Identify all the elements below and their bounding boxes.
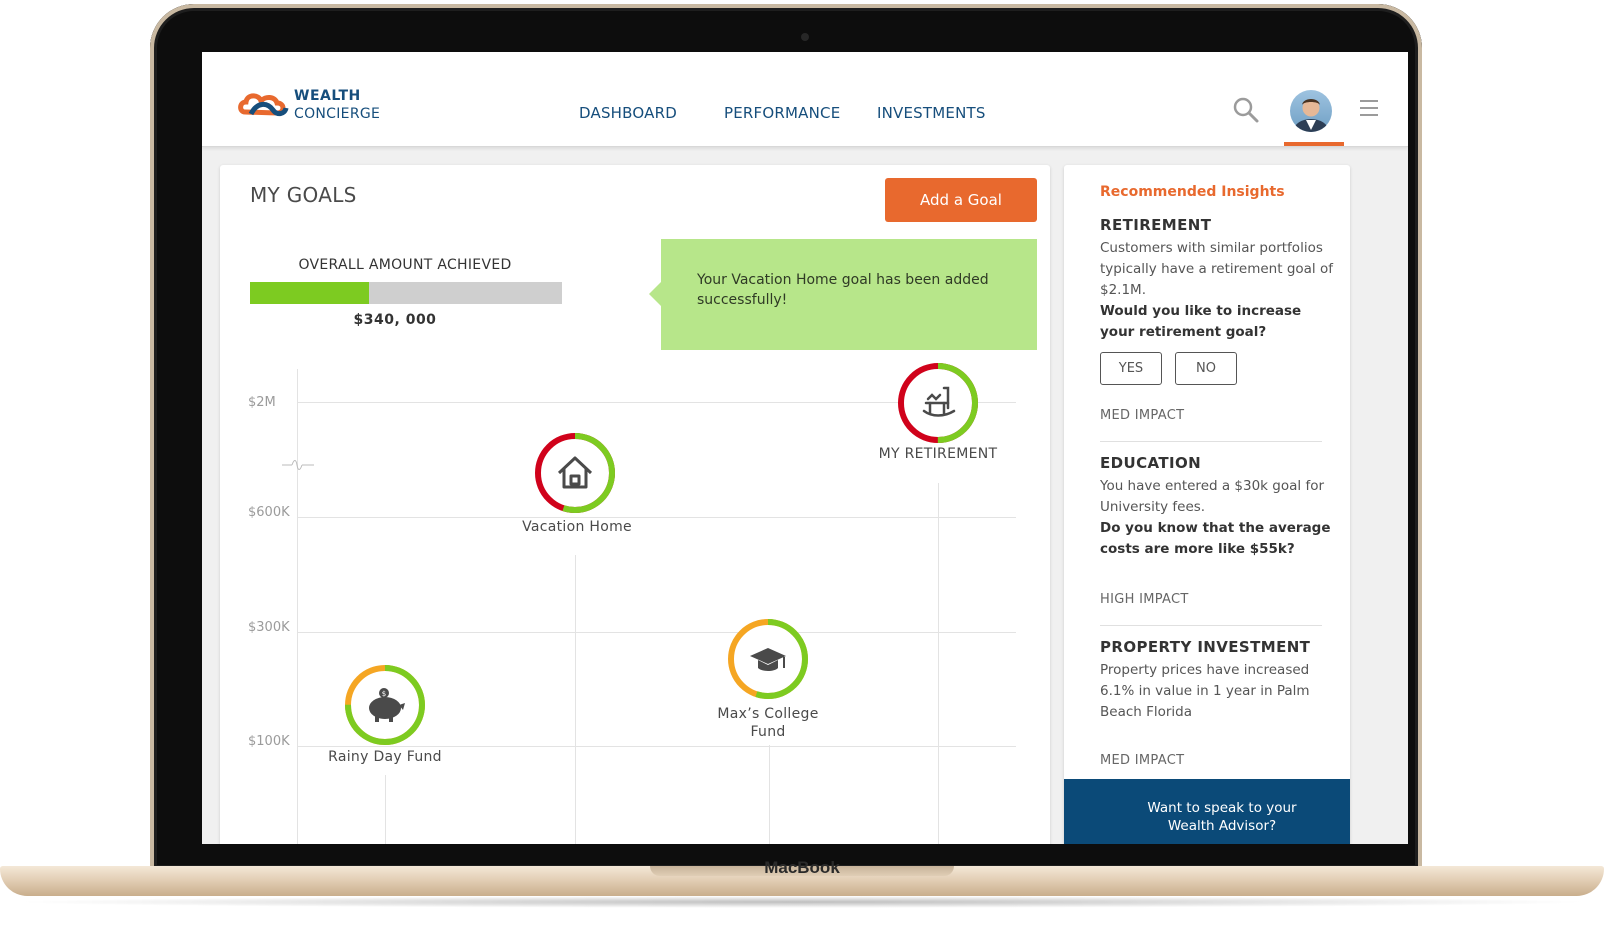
top-header: WEALTH CONCIERGE DASHBOARD PERFORMANCE I… [202, 52, 1408, 147]
insight-education-body: You have entered a $30k goal for Univers… [1100, 478, 1325, 515]
advisor-line-1: Want to speak to your [1147, 800, 1297, 816]
goal-rainy-day-fund[interactable]: $ [343, 663, 427, 747]
ring-progress [898, 363, 978, 443]
goal-college-fund[interactable] [726, 617, 810, 701]
search-icon[interactable] [1232, 96, 1260, 124]
insight-education: EDUCATION You have entered a $30k goal f… [1100, 454, 1336, 560]
grid-drop-rainy [385, 775, 386, 844]
rocking-chair-icon [922, 386, 956, 417]
success-toast: Your Vacation Home goal has been added s… [649, 239, 1037, 350]
insight-retirement-title: RETIREMENT [1100, 216, 1212, 234]
logo-text-concierge: CONCIERGE [294, 106, 381, 122]
graduation-cap-icon [750, 648, 786, 671]
yes-button[interactable]: YES [1100, 352, 1162, 385]
house-icon [557, 456, 593, 489]
grid-drop-vacation [575, 555, 576, 844]
hamburger-menu-icon[interactable] [1360, 98, 1382, 120]
y-axis-line [297, 369, 298, 844]
goal-label-rainy-day-fund: Rainy Day Fund [328, 749, 442, 765]
insight-divider [1100, 625, 1322, 626]
y-tick-100k: $100K [248, 734, 290, 749]
grid-drop-college [769, 745, 770, 844]
user-avatar[interactable] [1290, 90, 1332, 132]
y-tick-300k: $300K [248, 620, 290, 635]
insight-retirement-body: Customers with similar portfolios typica… [1100, 240, 1333, 298]
goal-vacation-home[interactable] [533, 431, 617, 515]
grid-line-2m [297, 402, 1016, 403]
insight-retirement: RETIREMENT Customers with similar portfo… [1100, 216, 1336, 343]
svg-text:$: $ [382, 690, 386, 698]
add-goal-button[interactable]: Add a Goal [885, 178, 1037, 222]
grid-line-600k [297, 517, 1016, 518]
ring-progress [345, 665, 425, 745]
nav-dashboard[interactable]: DASHBOARD [579, 104, 677, 122]
impact-education: HIGH IMPACT [1100, 592, 1189, 607]
overall-progress-fill [250, 282, 369, 304]
advisor-banner-text: Want to speak to your Wealth Advisor? [1064, 799, 1350, 835]
cloud-logo-icon [238, 93, 289, 117]
goal-label-my-retirement: MY RETIREMENT [878, 446, 998, 462]
ring-progress [535, 433, 615, 513]
impact-property: MED IMPACT [1100, 753, 1185, 768]
goals-chart: $2M $600K $300K $100K [220, 355, 1050, 844]
grid-line-300k [297, 632, 1016, 633]
my-goals-title: MY GOALS [250, 183, 357, 207]
goal-my-retirement[interactable] [896, 361, 980, 445]
overall-amount-value: $340, 000 [353, 312, 437, 328]
nav-investments[interactable]: INVESTMENTS [877, 104, 986, 122]
app-screen: WEALTH CONCIERGE DASHBOARD PERFORMANCE I… [202, 52, 1408, 844]
insights-heading: Recommended Insights [1100, 184, 1285, 200]
overall-progress-bar [250, 282, 562, 304]
toast-pointer [649, 282, 661, 306]
recommended-insights-card: Recommended Insights RETIREMENT Customer… [1064, 165, 1350, 844]
camera-dot [801, 33, 809, 41]
insight-divider [1100, 441, 1322, 442]
toast-message: Your Vacation Home goal has been added s… [697, 272, 989, 308]
speak-to-advisor-banner[interactable]: Want to speak to your Wealth Advisor? [1064, 779, 1350, 844]
grid-drop-retirement [938, 483, 939, 844]
goal-label-college-fund: Max’s College Fund [717, 706, 819, 740]
laptop-shadow [10, 896, 1594, 908]
insight-property-title: PROPERTY INVESTMENT [1100, 638, 1311, 656]
insight-education-title: EDUCATION [1100, 454, 1202, 472]
avatar-active-indicator [1284, 142, 1344, 146]
piggy-bank-icon: $ [369, 688, 405, 722]
no-button[interactable]: NO [1175, 352, 1237, 385]
insight-property: PROPERTY INVESTMENT Property prices have… [1100, 638, 1336, 723]
axis-break-icon [282, 460, 314, 470]
ring-progress [728, 619, 808, 699]
overall-amount-label: OVERALL AMOUNT ACHIEVED [298, 257, 512, 273]
insight-property-body: Property prices have increased 6.1% in v… [1100, 662, 1310, 720]
y-tick-2m: $2M [248, 395, 276, 410]
my-goals-card: MY GOALS Add a Goal OVERALL AMOUNT ACHIE… [220, 165, 1050, 844]
avatar-portrait [1294, 99, 1328, 132]
grid-line-100k [297, 746, 1016, 747]
device-brand-label: MacBook [764, 858, 840, 877]
y-tick-600k: $600K [248, 505, 290, 520]
insight-retirement-question: Would you like to increase your retireme… [1100, 303, 1302, 340]
laptop-base [0, 866, 1604, 896]
logo-text-wealth: WEALTH [294, 88, 361, 104]
goal-label-vacation-home: Vacation Home [522, 519, 632, 535]
laptop-base-notch [650, 866, 954, 876]
insight-education-question: Do you know that the average costs are m… [1100, 520, 1331, 557]
impact-retirement: MED IMPACT [1100, 408, 1185, 423]
nav-performance[interactable]: PERFORMANCE [724, 104, 841, 122]
advisor-line-2: Wealth Advisor? [1167, 818, 1277, 834]
